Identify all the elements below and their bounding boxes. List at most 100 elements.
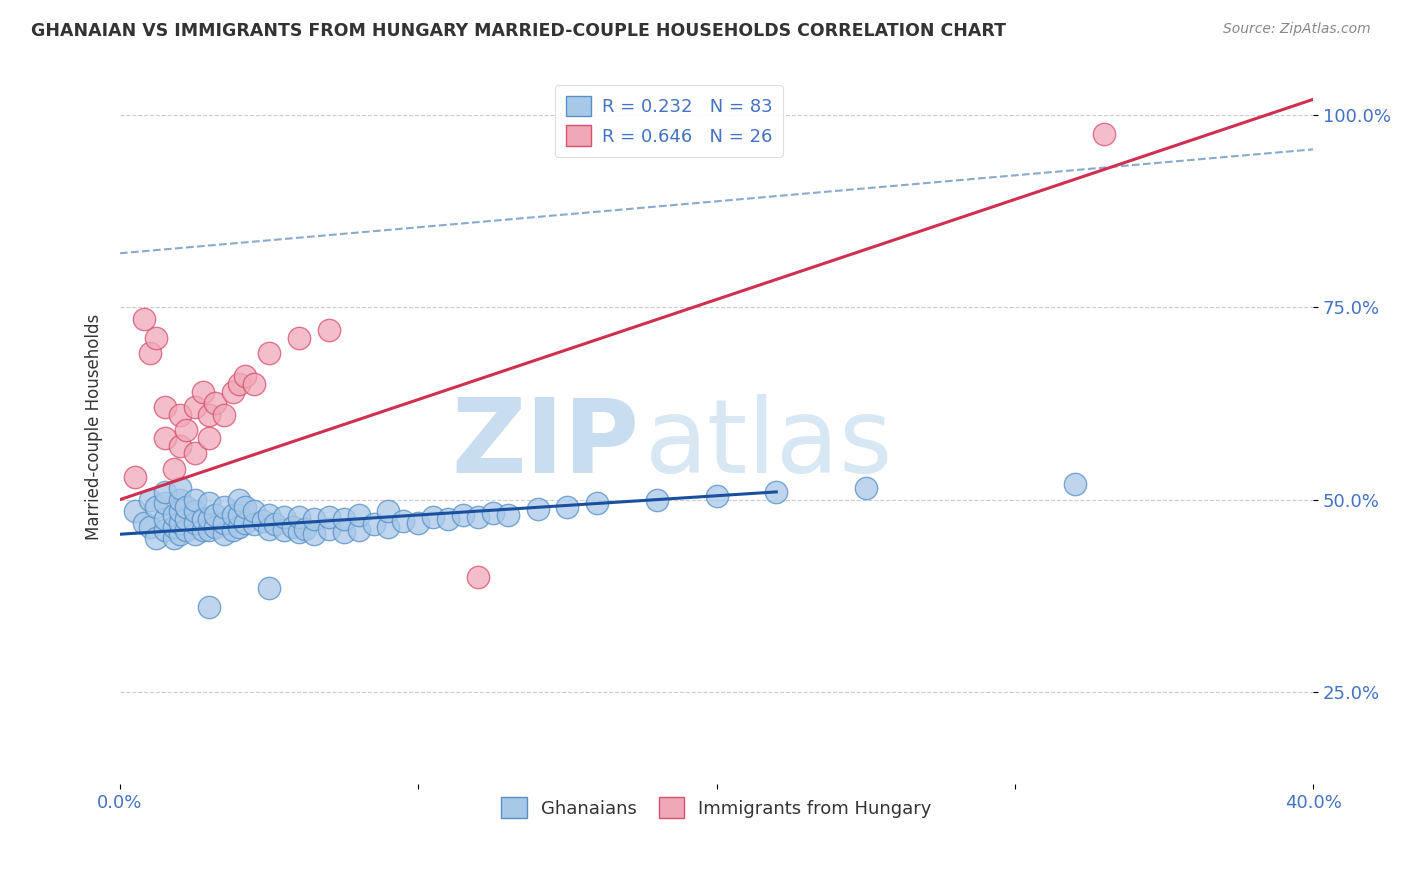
- Point: [183, 527, 205, 541]
- Point: [174, 524, 197, 538]
- Point: [169, 516, 191, 530]
- Point: [318, 323, 340, 337]
- Point: [214, 408, 236, 422]
- Point: [183, 516, 205, 530]
- Point: [288, 509, 311, 524]
- Point: [183, 401, 205, 415]
- Point: [222, 508, 245, 522]
- Point: [228, 492, 250, 507]
- Point: [332, 524, 354, 539]
- Point: [139, 519, 162, 533]
- Point: [124, 469, 146, 483]
- Point: [586, 496, 609, 510]
- Point: [318, 522, 340, 536]
- Text: atlas: atlas: [645, 394, 893, 495]
- Point: [302, 512, 325, 526]
- Point: [169, 527, 191, 541]
- Point: [1094, 127, 1116, 141]
- Point: [281, 519, 304, 533]
- Point: [363, 517, 385, 532]
- Point: [855, 481, 877, 495]
- Point: [302, 527, 325, 541]
- Point: [233, 516, 256, 530]
- Point: [706, 489, 728, 503]
- Point: [169, 439, 191, 453]
- Point: [228, 508, 250, 522]
- Text: ZIP: ZIP: [451, 394, 640, 495]
- Point: [273, 509, 295, 524]
- Point: [193, 512, 215, 526]
- Point: [163, 462, 186, 476]
- Point: [496, 508, 519, 522]
- Point: [145, 331, 167, 345]
- Point: [422, 509, 444, 524]
- Point: [169, 408, 191, 422]
- Legend: Ghanaians, Immigrants from Hungary: Ghanaians, Immigrants from Hungary: [495, 790, 939, 825]
- Point: [145, 531, 167, 545]
- Point: [288, 331, 311, 345]
- Point: [377, 519, 399, 533]
- Point: [198, 431, 221, 445]
- Point: [193, 384, 215, 399]
- Point: [139, 346, 162, 360]
- Point: [392, 514, 415, 528]
- Point: [257, 581, 280, 595]
- Point: [408, 516, 430, 530]
- Point: [243, 517, 266, 532]
- Point: [124, 504, 146, 518]
- Point: [243, 377, 266, 392]
- Point: [228, 377, 250, 392]
- Point: [377, 504, 399, 518]
- Point: [467, 569, 489, 583]
- Point: [153, 401, 176, 415]
- Point: [467, 509, 489, 524]
- Point: [193, 524, 215, 538]
- Point: [153, 512, 176, 526]
- Point: [153, 524, 176, 538]
- Point: [153, 496, 176, 510]
- Text: GHANAIAN VS IMMIGRANTS FROM HUNGARY MARRIED-COUPLE HOUSEHOLDS CORRELATION CHART: GHANAIAN VS IMMIGRANTS FROM HUNGARY MARR…: [31, 22, 1005, 40]
- Point: [163, 519, 186, 533]
- Point: [347, 524, 370, 538]
- Point: [198, 496, 221, 510]
- Y-axis label: Married-couple Households: Married-couple Households: [86, 313, 103, 540]
- Point: [145, 500, 167, 515]
- Point: [294, 522, 316, 536]
- Point: [318, 509, 340, 524]
- Point: [257, 346, 280, 360]
- Point: [163, 508, 186, 522]
- Point: [332, 512, 354, 526]
- Point: [132, 516, 155, 530]
- Point: [153, 431, 176, 445]
- Point: [214, 516, 236, 530]
- Point: [264, 517, 287, 532]
- Point: [765, 484, 787, 499]
- Point: [273, 524, 295, 538]
- Point: [347, 508, 370, 522]
- Point: [174, 423, 197, 437]
- Point: [169, 492, 191, 507]
- Text: Source: ZipAtlas.com: Source: ZipAtlas.com: [1223, 22, 1371, 37]
- Point: [183, 492, 205, 507]
- Point: [243, 504, 266, 518]
- Point: [139, 492, 162, 507]
- Point: [451, 508, 474, 522]
- Point: [437, 512, 460, 526]
- Point: [645, 492, 668, 507]
- Point: [204, 396, 226, 410]
- Point: [198, 600, 221, 615]
- Point: [132, 311, 155, 326]
- Point: [482, 507, 505, 521]
- Point: [174, 512, 197, 526]
- Point: [153, 484, 176, 499]
- Point: [198, 512, 221, 526]
- Point: [214, 500, 236, 515]
- Point: [233, 500, 256, 515]
- Point: [1063, 477, 1085, 491]
- Point: [204, 508, 226, 522]
- Point: [204, 519, 226, 533]
- Point: [183, 446, 205, 460]
- Point: [198, 524, 221, 538]
- Point: [163, 531, 186, 545]
- Point: [233, 369, 256, 384]
